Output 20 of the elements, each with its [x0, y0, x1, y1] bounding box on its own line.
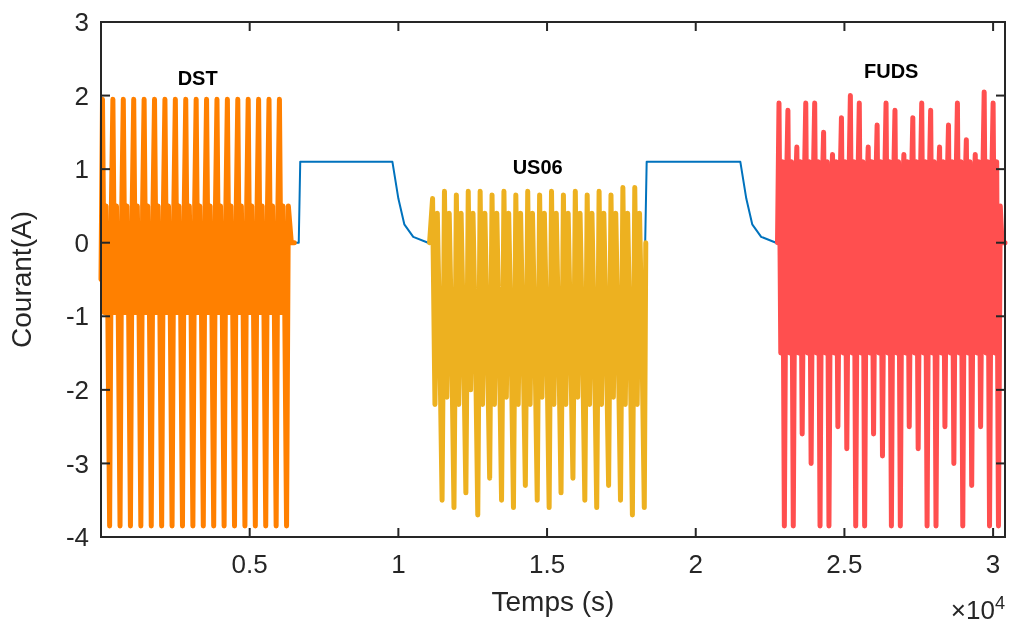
x-tick-label: 1 [391, 549, 406, 579]
text: ×10$^{4}$ [950, 593, 1005, 625]
series-label: US06 [512, 155, 563, 178]
y-tick-label: -3 [65, 448, 89, 479]
x-tick-label: 2 [688, 549, 703, 579]
y-tick-label: 2 [74, 80, 89, 111]
x-tick-label: 0.5 [231, 549, 268, 579]
y-tick-label: 3 [74, 7, 89, 38]
x-tick-label: 1.5 [528, 549, 566, 579]
x-axis-title: Temps (s) [491, 586, 615, 617]
y-axis-title: Courant(A) [6, 211, 37, 348]
x-tick-label: 2.5 [826, 549, 863, 579]
y-tick-label: 0 [74, 227, 89, 258]
y-tick-label: -1 [65, 301, 89, 332]
y-tick-label: 1 [74, 154, 89, 185]
y-tick-label: -2 [65, 374, 89, 405]
series-label: DST [177, 67, 218, 90]
y-tick-label: -4 [65, 522, 89, 553]
x-tick-label: 3 [985, 549, 1001, 579]
series-label: FUDS [864, 59, 919, 82]
